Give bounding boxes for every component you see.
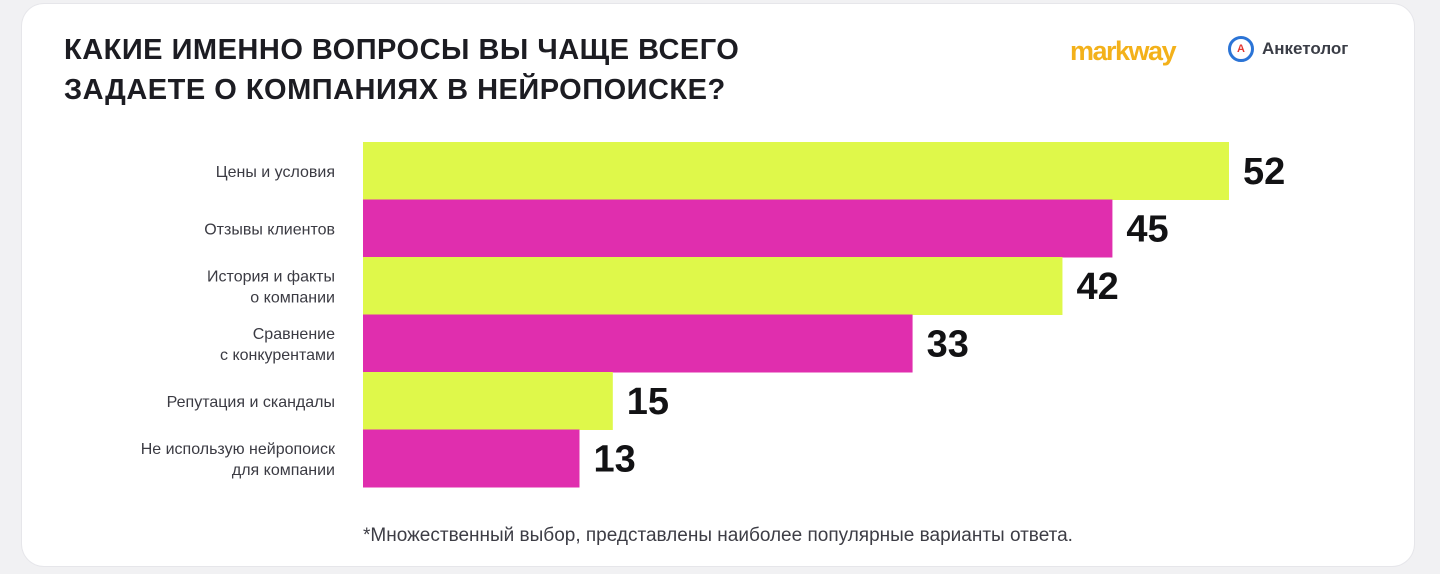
- bar-value-label-1: 52: [1243, 151, 1285, 193]
- bar-value-label-3: 42: [1076, 266, 1118, 308]
- bar-value-label-6: 13: [594, 439, 636, 481]
- category-label-line: Репутация и скандалы: [167, 394, 335, 411]
- category-label-line: о компании: [250, 290, 335, 307]
- category-label-4: Сравнение с конкурентами: [220, 326, 335, 364]
- chart-card: КАКИЕ ИМЕННО ВОПРОСЫ ВЫ ЧАЩЕ ВСЕГО ЗАДАЕ…: [22, 4, 1414, 566]
- anketolog-icon: А: [1228, 36, 1254, 62]
- markway-logo: markway: [1070, 36, 1177, 66]
- category-label-2: Отзывы клиентов: [204, 222, 335, 239]
- bar-3: [363, 257, 1063, 315]
- anketolog-logo-text: Анкетолог: [1262, 39, 1349, 58]
- bar-chart: 52 Цены и условия 45 Отзывы клиентов 42 Истор…: [141, 142, 1285, 488]
- bar-6: [363, 429, 580, 488]
- category-label-line: История и факты: [207, 269, 335, 286]
- category-label-line: Не использую нейропоиск: [141, 441, 336, 458]
- category-label-5: Репутация и скандалы: [167, 394, 335, 411]
- chart-title-line-2: ЗАДАЕТЕ О КОМПАНИЯХ В НЕЙРОПОИСКЕ?: [64, 74, 726, 106]
- category-label-6: Не использую нейропоиск для компании: [141, 441, 336, 479]
- footnote: *Множественный выбор, представлены наибо…: [363, 525, 1073, 546]
- category-label-line: Отзывы клиентов: [204, 222, 335, 239]
- anketolog-logo: А Анкетолог: [1228, 36, 1348, 62]
- category-label-1: Цены и условия: [216, 164, 335, 181]
- chart-title-line-1: КАКИЕ ИМЕННО ВОПРОСЫ ВЫ ЧАЩЕ ВСЕГО: [64, 34, 740, 66]
- category-label-line: для компании: [232, 462, 335, 479]
- bar-2: [363, 199, 1113, 258]
- category-label-line: с конкурентами: [220, 347, 335, 364]
- category-label-line: Сравнение: [253, 326, 335, 343]
- bar-1: [363, 142, 1229, 200]
- category-label-line: Цены и условия: [216, 164, 335, 181]
- category-label-3: История и факты о компании: [207, 269, 335, 307]
- bar-value-label-2: 45: [1126, 209, 1168, 251]
- bar-value-label-4: 33: [927, 324, 969, 366]
- bar-5: [363, 372, 613, 430]
- bar-4: [363, 314, 913, 373]
- chart-title: КАКИЕ ИМЕННО ВОПРОСЫ ВЫ ЧАЩЕ ВСЕГО ЗАДАЕ…: [64, 30, 739, 110]
- bar-value-label-5: 15: [627, 381, 669, 423]
